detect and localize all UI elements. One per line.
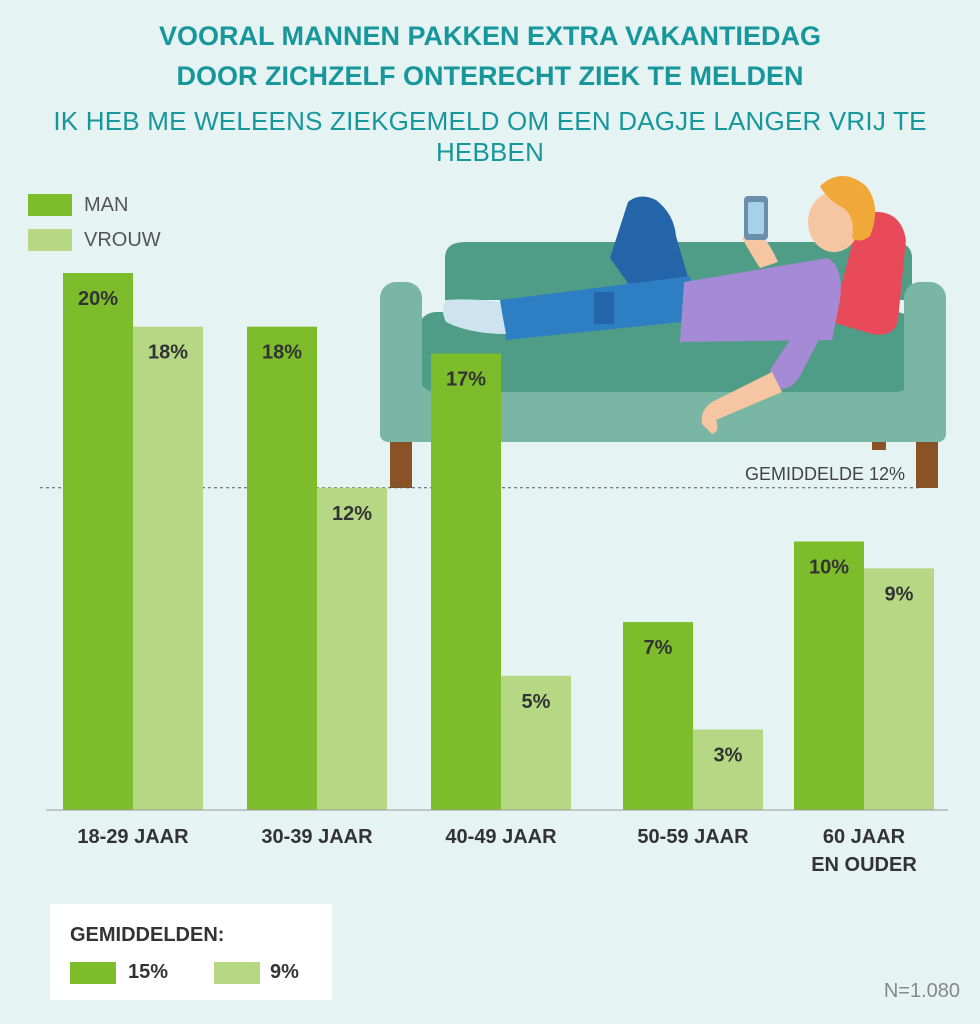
bar-label-man-4: 10% (809, 557, 849, 579)
legend-swatch-man (28, 194, 72, 216)
average-value-man: 15% (128, 961, 169, 983)
bar-label-man-0: 20% (78, 288, 118, 310)
person-sleeve (770, 292, 831, 389)
chart-title-line2: DOOR ZICHZELF ONTERECHT ZIEK TE MELDEN (176, 61, 804, 91)
couch-arm-right (904, 282, 946, 442)
chart-title-line1: VOORAL MANNEN PAKKEN EXTRA VAKANTIEDAG (158, 21, 822, 51)
legend-item-man: MAN (28, 193, 128, 217)
average-swatch-man (70, 962, 116, 984)
bar-label-man-3: 7% (644, 637, 673, 659)
bar-label-vrouw-3: 3% (714, 744, 743, 766)
person-ankle (594, 292, 614, 324)
person-torso (680, 258, 841, 342)
bar-vrouw-1 (317, 487, 387, 810)
x-tick-label-4-1: EN OUDER (811, 854, 917, 876)
bar-man-0 (63, 273, 133, 810)
bar-man-4 (794, 541, 864, 810)
x-tick-label-4-0: 60 JAAR (823, 826, 906, 848)
bar-vrouw-0 (133, 326, 203, 810)
sample-size: N=1.080 (883, 980, 960, 1002)
bar-man-2 (431, 353, 501, 810)
averages-title: GEMIDDELDEN: (70, 924, 225, 946)
couch-leg-right (916, 436, 938, 488)
x-tick-label-2: 40-49 JAAR (445, 826, 557, 848)
bar-label-vrouw-1: 12% (332, 503, 372, 525)
phone-screen (748, 202, 764, 234)
bar-label-man-1: 18% (262, 342, 302, 364)
person-arm (701, 372, 782, 434)
bar-vrouw-2 (501, 675, 571, 810)
bar-label-vrouw-4: 9% (885, 583, 914, 605)
average-value-vrouw: 9% (270, 961, 299, 983)
person-illustration (443, 176, 876, 434)
person-sock (443, 299, 506, 334)
x-tick-label-0: 18-29 JAAR (77, 826, 189, 848)
x-tick-label-1: 30-39 JAAR (261, 826, 373, 848)
average-line-label: GEMIDDELDE 12% (745, 464, 905, 484)
pillow (832, 211, 906, 335)
person-leg-raised (610, 196, 690, 300)
bar-vrouw-3 (693, 729, 763, 810)
bar-man-1 (247, 326, 317, 810)
couch-illustration (380, 211, 946, 488)
legend-item-vrouw: VROUW (28, 228, 161, 252)
couch-leg-left (390, 436, 412, 488)
couch-arm-left (380, 282, 422, 442)
average-swatch-vrouw (214, 962, 260, 984)
x-tick-label-3: 50-59 JAAR (637, 826, 749, 848)
person-hair (820, 176, 876, 241)
legend-label-man: MAN (84, 193, 129, 216)
averages-box: GEMIDDELDEN: 15% 9% (50, 904, 332, 1000)
bar-label-man-2: 17% (446, 369, 486, 391)
chart-subtitle: IK HEB ME WELEENS ZIEKGEMELD OM EEN DAGJ… (53, 106, 927, 167)
bar-vrouw-4 (864, 568, 934, 810)
bar-label-vrouw-0: 18% (148, 342, 188, 364)
legend-swatch-vrouw (28, 229, 72, 251)
legend-label-vrouw: VROUW (84, 228, 161, 251)
bar-man-3 (623, 622, 693, 810)
bar-label-vrouw-2: 5% (522, 691, 551, 713)
